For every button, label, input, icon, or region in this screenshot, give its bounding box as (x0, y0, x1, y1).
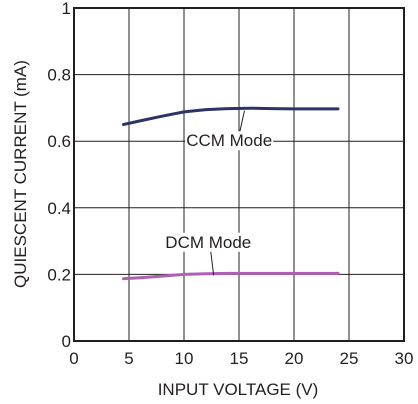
annotation-background-0 (185, 131, 274, 151)
y-tick-label-4: 0.8 (47, 66, 71, 85)
y-tick-label-1: 0.2 (47, 265, 71, 284)
x-tick-labels: 0 5 10 15 20 25 30 (69, 349, 413, 368)
x-tick-label-1: 5 (124, 349, 133, 368)
y-axis-label: QUIESCENT CURRENT (mA) (11, 60, 30, 288)
x-tick-label-0: 0 (69, 349, 78, 368)
annotation-background-1 (164, 232, 253, 252)
annotation-label-1: DCM Mode (165, 233, 251, 252)
grid-lines (74, 8, 404, 341)
series-line-0 (122, 106, 340, 126)
y-tick-labels: 0 0.2 0.4 0.6 0.8 1 (47, 0, 71, 351)
y-tick-label-5: 1 (62, 0, 71, 18)
x-tick-label-2: 10 (175, 349, 194, 368)
x-axis-label: INPUT VOLTAGE (V) (158, 380, 319, 399)
annotation-pointer-0 (239, 110, 245, 134)
y-tick-label-3: 0.6 (47, 132, 71, 151)
annotation-label-0: CCM Mode (186, 131, 272, 150)
y-tick-label-2: 0.4 (47, 199, 71, 218)
x-tick-label-6: 30 (395, 349, 414, 368)
series-lines (122, 106, 340, 281)
plot-frame (73, 7, 405, 342)
series-line-1 (122, 271, 340, 281)
x-tick-label-5: 25 (340, 349, 359, 368)
x-tick-label-4: 20 (285, 349, 304, 368)
x-tick-label-3: 15 (230, 349, 249, 368)
annotations: CCM Mode DCM Mode (164, 110, 274, 276)
y-tick-label-0: 0 (62, 332, 71, 351)
